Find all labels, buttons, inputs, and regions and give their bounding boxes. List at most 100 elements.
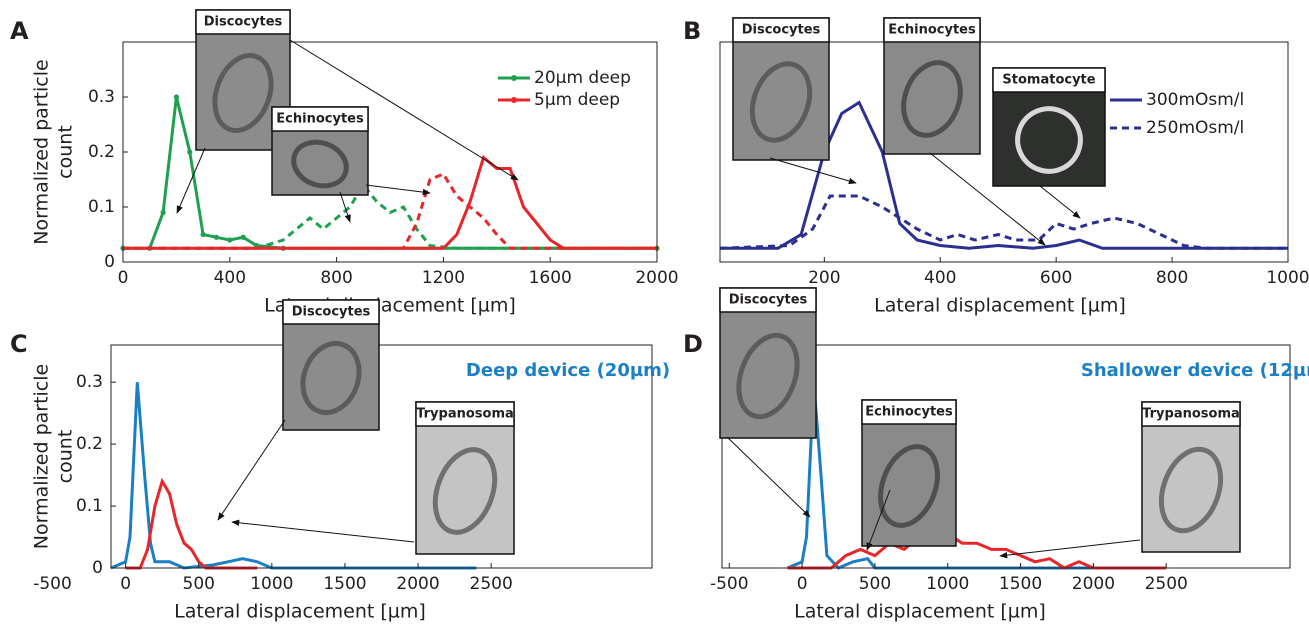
inset-header (992, 67, 1106, 93)
inset-cell (1158, 446, 1224, 534)
x-tick-label: 1000 (1266, 268, 1309, 288)
inset-cell (212, 52, 274, 134)
inset-cell (901, 60, 963, 138)
panel-label: B (683, 17, 701, 45)
x-tick-label: 0 (797, 574, 808, 594)
x-tick-label: 1000 (250, 574, 293, 594)
x-tick-label: -500 (710, 574, 749, 594)
data-line (125, 477, 258, 570)
panel-label: D (683, 330, 703, 358)
inset-cell (878, 444, 940, 528)
plot-frame (721, 344, 1291, 569)
arrow (231, 519, 415, 543)
x-tick-label: 2500 (470, 574, 513, 594)
y-tick-label: 0 (92, 558, 103, 578)
data-line (719, 194, 1288, 250)
y-tick-label: 0.2 (88, 142, 115, 162)
x-tick-label: 800 (320, 268, 352, 288)
inset-header (732, 17, 830, 43)
inset-image: Stomatocyte (992, 67, 1106, 187)
x-axis-label: Lateral displacement [µm] (874, 295, 1126, 317)
inset-image: Trypanosoma (1141, 401, 1241, 553)
inset-cell (300, 341, 362, 415)
inset-label: Discocytes (729, 293, 808, 308)
data-line (720, 100, 1288, 250)
data-point (160, 209, 166, 216)
inset-label: Echinocytes (865, 405, 953, 420)
x-tick-label: 400 (924, 268, 956, 288)
inset-image: Discocytes (282, 299, 380, 431)
arrow (999, 539, 1141, 559)
y-tick-label: 0.3 (88, 87, 115, 107)
data-point (240, 234, 246, 240)
data-line (123, 154, 657, 250)
legend-label: 20μm deep (534, 68, 631, 88)
y-axis-label: count (55, 125, 77, 179)
inset-label: Trypanosoma (1142, 407, 1240, 422)
x-tick-label: 1000 (926, 574, 969, 594)
arrow (365, 184, 431, 196)
x-tick-label: 2000 (1072, 574, 1115, 594)
y-axis-label: count (55, 430, 77, 484)
inset-label: Discocytes (204, 15, 283, 30)
x-axis-label: Lateral displacement [µm] (174, 601, 426, 623)
inset-cell (736, 332, 800, 420)
inset-header (719, 287, 817, 313)
panel-title: Shallower device (12µm) (1081, 360, 1309, 381)
inset-label: Stomatocyte (1002, 73, 1095, 88)
legend-label: 250mOsm/l (1146, 118, 1244, 138)
arrow (929, 152, 1046, 246)
x-tick-label: 500 (859, 574, 891, 594)
inset-header (271, 106, 369, 132)
x-tick-label: 2500 (1145, 574, 1188, 594)
x-tick-label: 0 (120, 574, 131, 594)
legend-marker (511, 97, 517, 103)
legend-label: 300mOsm/l (1146, 90, 1244, 110)
data-point (187, 149, 193, 155)
inset-header (282, 299, 380, 325)
data-point (227, 237, 233, 243)
x-tick-label: 1500 (323, 574, 366, 594)
inset-cell (432, 447, 498, 535)
y-tick-label: 0 (104, 252, 115, 272)
inset-image: Trypanosoma (415, 401, 515, 555)
y-tick-label: 0.2 (76, 434, 103, 454)
x-tick-label: 500 (183, 574, 215, 594)
inset-label: Discocytes (742, 23, 821, 38)
data-line (123, 182, 657, 250)
x-tick-label: 400 (214, 268, 246, 288)
x-tick-label: -500 (33, 574, 72, 594)
y-tick-label: 0.1 (88, 197, 115, 217)
y-axis-label: Normalized particle (31, 364, 53, 549)
panel-title: Deep device (20µm) (466, 360, 670, 381)
data-point (200, 231, 206, 238)
inset-cell (1015, 106, 1083, 174)
x-tick-label: 600 (1040, 268, 1072, 288)
x-tick-label: 200 (808, 268, 840, 288)
arrow (339, 191, 351, 223)
inset-label: Echinocytes (276, 112, 364, 127)
x-tick-label: 2000 (396, 574, 439, 594)
data-point (213, 234, 220, 240)
data-line (786, 382, 1108, 570)
y-tick-label: 0.3 (76, 372, 103, 392)
plot-frame (719, 41, 1289, 263)
data-line (787, 532, 1167, 570)
panel-label: A (10, 17, 29, 45)
x-tick-label: 1200 (422, 268, 465, 288)
inset-header (195, 9, 291, 35)
inset-label: Trypanosoma (416, 407, 514, 422)
arrow (769, 157, 857, 185)
inset-image: Echinocytes (883, 17, 981, 155)
inset-cell (749, 61, 813, 143)
arrow (217, 419, 286, 521)
data-line (110, 382, 477, 570)
inset-image: Discocytes (719, 287, 817, 439)
inset-header (883, 17, 981, 43)
data-point (173, 94, 179, 100)
legend-label: 5μm deep (534, 90, 620, 110)
arrow (289, 39, 519, 181)
x-tick-label: 1500 (999, 574, 1042, 594)
arrow (176, 147, 206, 214)
